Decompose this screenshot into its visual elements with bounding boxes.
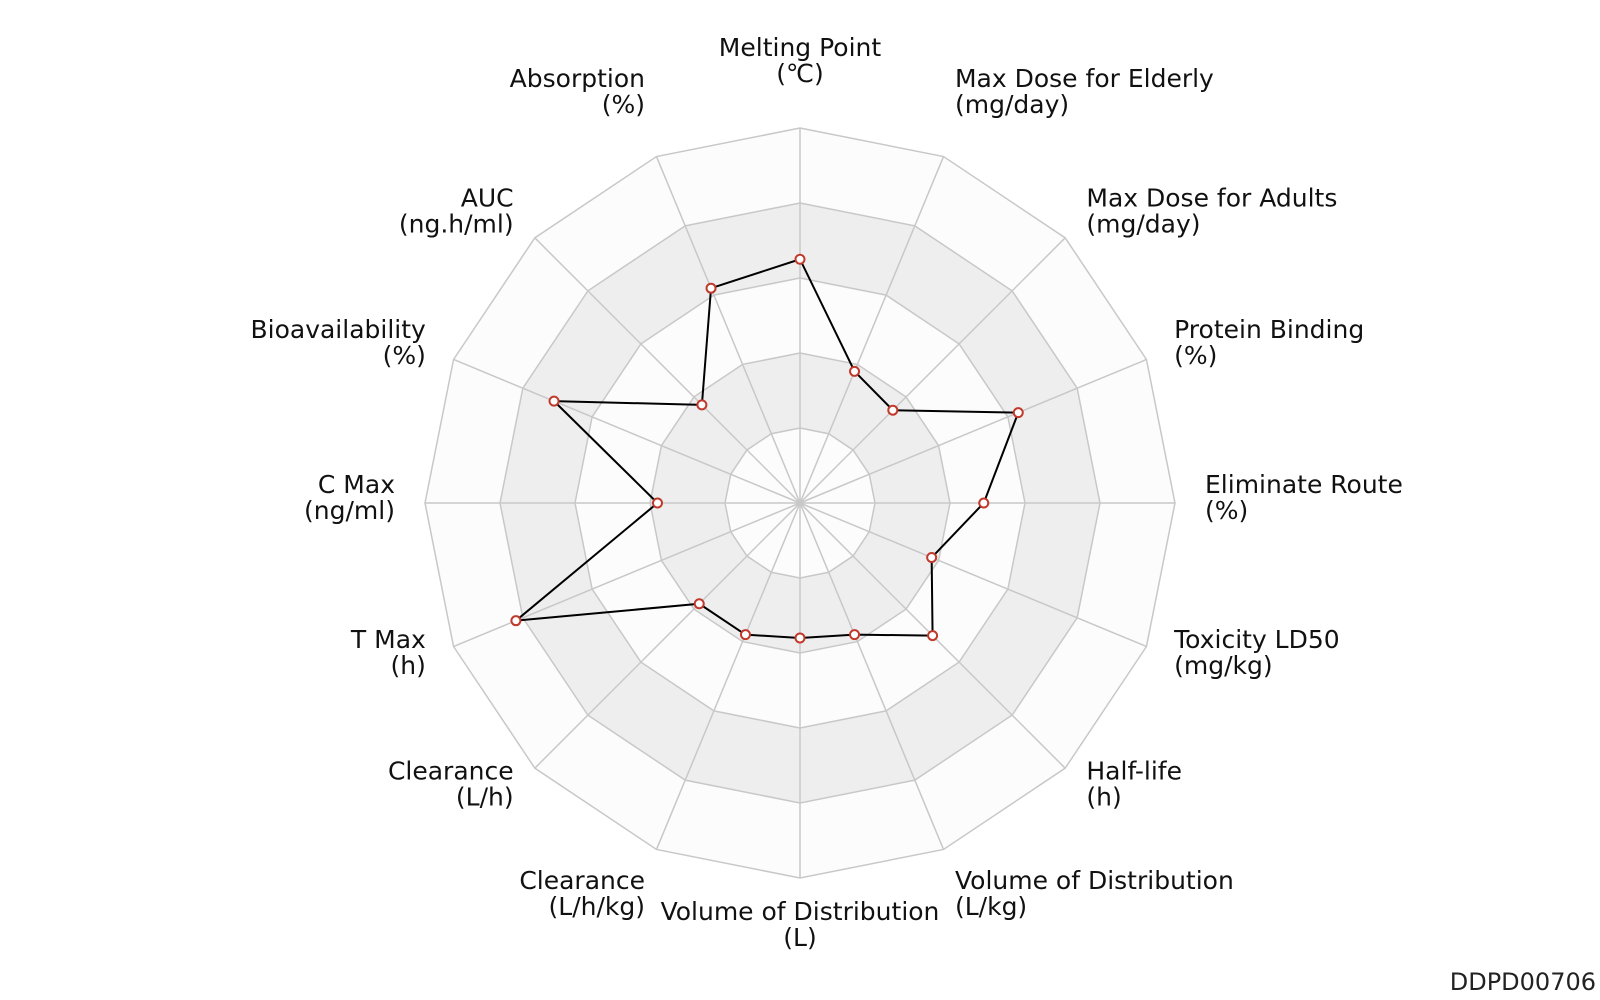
spoke-7: [799, 502, 945, 850]
radar-series: [510, 253, 1024, 644]
axis-label-unit-5: (mg/kg): [1174, 651, 1273, 680]
data-point-14: [696, 399, 708, 411]
axis-label-12: C Max (ng/ml): [304, 470, 395, 525]
axis-label-unit-4: (%): [1205, 496, 1248, 525]
axis-label-name-10: Clearance: [388, 756, 514, 785]
axis-label-name-3: Protein Binding: [1174, 315, 1364, 344]
axis-label-unit-10: (L/h): [456, 782, 514, 811]
axis-label-name-0: Melting Point: [719, 33, 882, 62]
data-point-9: [739, 629, 751, 641]
axis-label-name-5: Toxicity LD50: [1173, 625, 1340, 654]
axis-label-unit-1: (mg/day): [955, 90, 1069, 119]
axis-label-name-13: Bioavailability: [250, 315, 426, 344]
spoke-2: [799, 237, 1066, 504]
data-point-2: [887, 404, 899, 416]
axis-label-unit-11: (h): [390, 651, 425, 680]
data-point-7: [849, 629, 861, 641]
axis-label-unit-8: (L): [783, 923, 816, 952]
data-point-10: [693, 598, 705, 610]
axis-label-0: Melting Point (℃): [719, 33, 882, 88]
axis-label-name-12: C Max: [318, 470, 395, 499]
axis-label-11: T Max (h): [350, 625, 426, 680]
axis-label-7: Volume of Distribution (L/kg): [955, 866, 1234, 921]
axis-label-name-8: Volume of Distribution: [661, 897, 940, 926]
spoke-5: [799, 502, 1147, 648]
axis-label-name-4: Eliminate Route: [1205, 470, 1403, 499]
axis-label-name-11: T Max: [350, 625, 426, 654]
axis-label-name-2: Max Dose for Adults: [1086, 184, 1337, 213]
axis-label-9: Clearance (L/h/kg): [519, 866, 645, 921]
axis-label-2: Max Dose for Adults (mg/day): [1086, 184, 1337, 239]
spoke-13: [453, 358, 801, 504]
axis-label-6: Half-life (h): [1086, 756, 1182, 811]
axis-label-1: Max Dose for Elderly (mg/day): [955, 64, 1214, 119]
axis-label-15: Absorption (%): [510, 64, 645, 119]
data-point-11: [510, 615, 522, 627]
data-point-5: [926, 552, 938, 564]
axis-label-name-6: Half-life: [1086, 756, 1182, 785]
axis-label-3: Protein Binding (%): [1174, 315, 1364, 370]
data-point-13: [548, 395, 560, 407]
axis-label-unit-2: (mg/day): [1086, 210, 1200, 239]
spoke-3: [799, 358, 1147, 504]
data-point-12: [652, 497, 663, 509]
axis-label-13: Bioavailability (%): [250, 315, 426, 370]
axis-labels: Melting Point (℃) Max Dose for Elderly (mg/…: [250, 33, 1402, 952]
axis-label-5: Toxicity LD50 (mg/kg): [1173, 625, 1340, 680]
axis-label-8: Volume of Distribution (L): [661, 897, 940, 952]
axis-label-name-9: Clearance: [519, 866, 645, 895]
axis-label-unit-0: (℃): [776, 59, 824, 88]
axis-label-name-1: Max Dose for Elderly: [955, 64, 1214, 93]
axis-label-10: Clearance (L/h): [388, 756, 514, 811]
spoke-10: [534, 502, 801, 769]
axis-label-unit-9: (L/h/kg): [549, 892, 645, 921]
spoke-1: [799, 156, 945, 504]
axis-label-14: AUC (ng.h/ml): [399, 184, 514, 239]
data-point-15: [705, 282, 717, 294]
axis-label-unit-6: (h): [1086, 782, 1121, 811]
spoke-14: [534, 237, 801, 504]
data-point-8: [794, 632, 806, 644]
axis-label-unit-12: (ng/ml): [304, 496, 395, 525]
data-point-6: [927, 630, 939, 642]
axis-label-unit-3: (%): [1174, 341, 1217, 370]
axis-label-name-7: Volume of Distribution: [955, 866, 1234, 895]
spoke-9: [655, 502, 801, 850]
axis-label-name-15: Absorption: [510, 64, 645, 93]
axis-label-unit-15: (%): [602, 90, 645, 119]
chart-id-label: DDPD00706: [1449, 968, 1596, 996]
axis-label-unit-7: (L/kg): [955, 892, 1027, 921]
axis-label-unit-13: (%): [383, 341, 426, 370]
data-point-4: [978, 497, 990, 509]
data-point-3: [1012, 407, 1024, 419]
axis-label-4: Eliminate Route (%): [1205, 470, 1403, 525]
axis-label-name-14: AUC: [461, 184, 514, 213]
axis-label-unit-14: (ng.h/ml): [399, 210, 514, 239]
data-point-1: [849, 365, 861, 377]
data-point-0: [794, 253, 806, 265]
radar-spokes: [425, 128, 1175, 878]
spoke-15: [655, 156, 801, 504]
